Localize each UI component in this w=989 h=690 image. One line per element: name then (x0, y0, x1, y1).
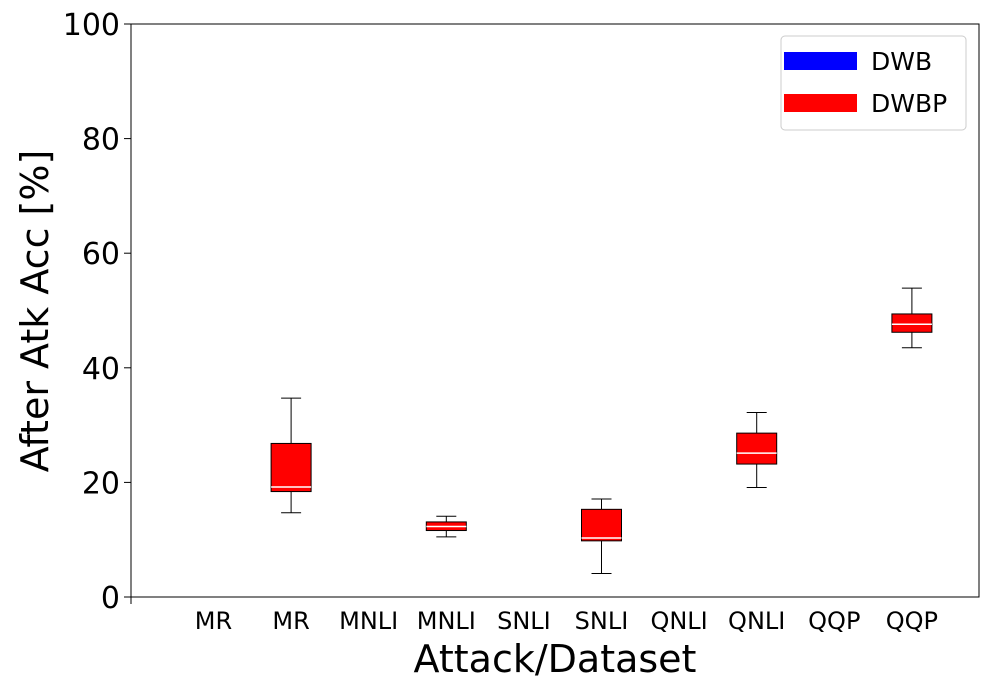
box-mr-dwbp (270, 397, 312, 514)
legend-label-dwbp: DWBP (871, 89, 947, 118)
y-tick-label: 80 (82, 123, 120, 158)
box-qnli-dwbp (736, 411, 778, 489)
y-tick-label: 40 (82, 352, 120, 387)
x-tick-label: QNLI (650, 607, 707, 635)
y-axis: 0 20 40 60 80 100 (63, 8, 131, 616)
legend: DWB DWBP (780, 35, 967, 131)
x-tick-label: SNLI (497, 607, 551, 635)
x-tick-label: QQP (886, 607, 938, 635)
y-axis-label: After Atk Acc [%] (13, 150, 57, 473)
legend-swatch-dwb (784, 52, 857, 70)
legend-swatch-dwbp (784, 94, 857, 112)
y-tick-label: 0 (101, 581, 120, 616)
x-tick-label: MNLI (417, 607, 476, 635)
iqr-box (891, 313, 933, 333)
y-tick-label: 60 (82, 237, 120, 272)
x-tick-label: MNLI (339, 607, 398, 635)
x-tick-label: QNLI (728, 607, 785, 635)
x-axis: MR MR MNLI MNLI SNLI SNLI QNLI QNLI QQP QQP (130, 597, 938, 635)
iqr-box (736, 432, 778, 465)
legend-label-dwb: DWB (871, 47, 932, 76)
y-tick-label: 100 (63, 8, 120, 43)
box-snli-dwbp (581, 498, 622, 575)
iqr-box (581, 508, 622, 542)
x-tick-label: SNLI (575, 607, 629, 635)
box-mnli-dwbp (425, 515, 467, 538)
x-axis-label: Attack/Dataset (414, 637, 697, 681)
box-qqp-dwbp (891, 287, 933, 349)
x-tick-label: MR (195, 607, 232, 635)
iqr-box (270, 442, 312, 493)
box-series (270, 287, 933, 575)
x-tick-label: MR (272, 607, 309, 635)
x-tick-label: QQP (808, 607, 860, 635)
y-tick-label: 20 (82, 466, 120, 501)
